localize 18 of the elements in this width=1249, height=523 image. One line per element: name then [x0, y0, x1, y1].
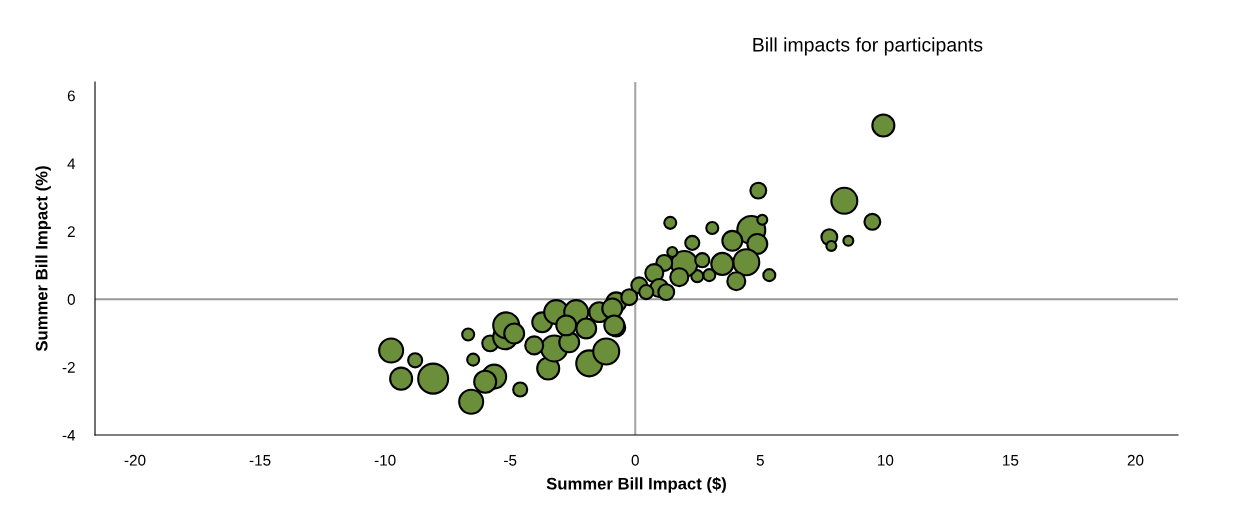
chart-title: Bill impacts for participants [753, 37, 983, 56]
y-tick-label: 2 [67, 226, 75, 237]
x-tick-label: -15 [249, 455, 271, 466]
y-tick-label: -4 [62, 430, 76, 441]
x-tick-label: -20 [124, 454, 146, 466]
x-tick-label: 20 [1127, 454, 1144, 466]
y-tick-label: 0 [67, 294, 75, 305]
x-tick-label: 0 [631, 454, 639, 466]
y-axis-title: Summer Bill Impact (%) [35, 166, 51, 352]
x-tick-label: 5 [756, 455, 764, 466]
y-tick-label: 4 [67, 158, 76, 169]
x-tick-label: 15 [1003, 455, 1019, 466]
x-tick-label: -5 [504, 455, 517, 466]
x-tick-label: -10 [374, 454, 396, 466]
y-tick-label: 6 [67, 90, 75, 102]
x-axis-title: Summer Bill Impact ($) [546, 477, 726, 493]
x-tick-label: 10 [878, 454, 894, 466]
y-tick-label: -2 [62, 361, 75, 373]
